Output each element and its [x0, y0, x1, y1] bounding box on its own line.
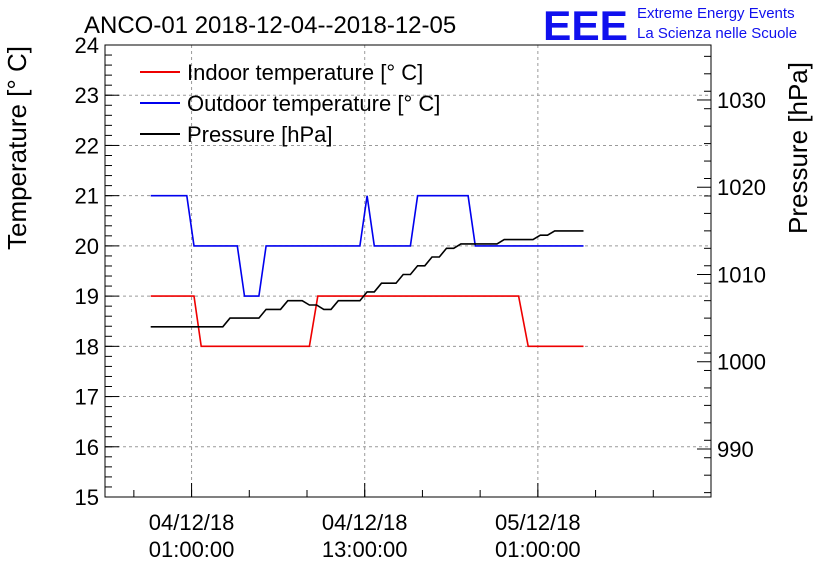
axes-layer	[104, 44, 712, 498]
y2-tick-label: 1030	[717, 88, 766, 113]
legend-entry: Indoor temperature [° C]	[187, 60, 423, 85]
y2-tick-label: 1020	[717, 175, 766, 200]
y-tick-label: 17	[75, 385, 99, 410]
y-tick-label: 16	[75, 435, 99, 460]
eee-logo: EEE Extreme Energy Events La Scienza nel…	[543, 2, 797, 49]
legend-entry: Pressure [hPa]	[187, 122, 333, 147]
chart-title: ANCO-01 2018-12-04--2018-12-05	[84, 12, 456, 39]
y-tick-label: 20	[75, 234, 99, 259]
x-tick-label-date: 05/12/18	[495, 510, 581, 535]
label-layer: 15 16 17 18 19 20 21 22 23 24 990 1000 1010 1020 1030 0…	[75, 33, 766, 562]
series-layer	[150, 194, 584, 348]
y-tick-label: 23	[75, 83, 99, 108]
y-tick-label: 22	[75, 133, 99, 158]
logo-text: EEE	[543, 2, 628, 49]
series-line	[150, 295, 584, 348]
y-tick-label: 19	[75, 284, 99, 309]
legend: Indoor temperature [° C] Outdoor temperat…	[140, 60, 440, 147]
y-tick-label: 21	[75, 184, 99, 209]
y2-tick-label: 990	[717, 437, 754, 462]
plot-frame	[104, 44, 712, 498]
y2-tick-label: 1000	[717, 350, 766, 375]
x-tick-label-time: 01:00:00	[149, 537, 235, 562]
logo-line2: La Scienza nelle Scuole	[637, 25, 797, 42]
tick-layer	[105, 44, 711, 498]
x-tick-label-time: 01:00:00	[495, 537, 581, 562]
y-tick-label: 15	[75, 485, 99, 510]
x-tick-label-date: 04/12/18	[149, 510, 235, 535]
y2-axis-label: Pressure [hPa]	[783, 62, 813, 234]
series-line	[150, 230, 584, 328]
y-axis-label: Temperature [° C]	[2, 46, 32, 250]
y-tick-label: 24	[75, 33, 99, 58]
x-tick-label-date: 04/12/18	[322, 510, 408, 535]
x-tick-label-time: 13:00:00	[322, 537, 408, 562]
y-tick-label: 18	[75, 334, 99, 359]
y2-tick-label: 1010	[717, 262, 766, 287]
logo-line1: Extreme Energy Events	[637, 5, 795, 22]
series-line	[150, 194, 584, 297]
legend-entry: Outdoor temperature [° C]	[187, 91, 440, 116]
